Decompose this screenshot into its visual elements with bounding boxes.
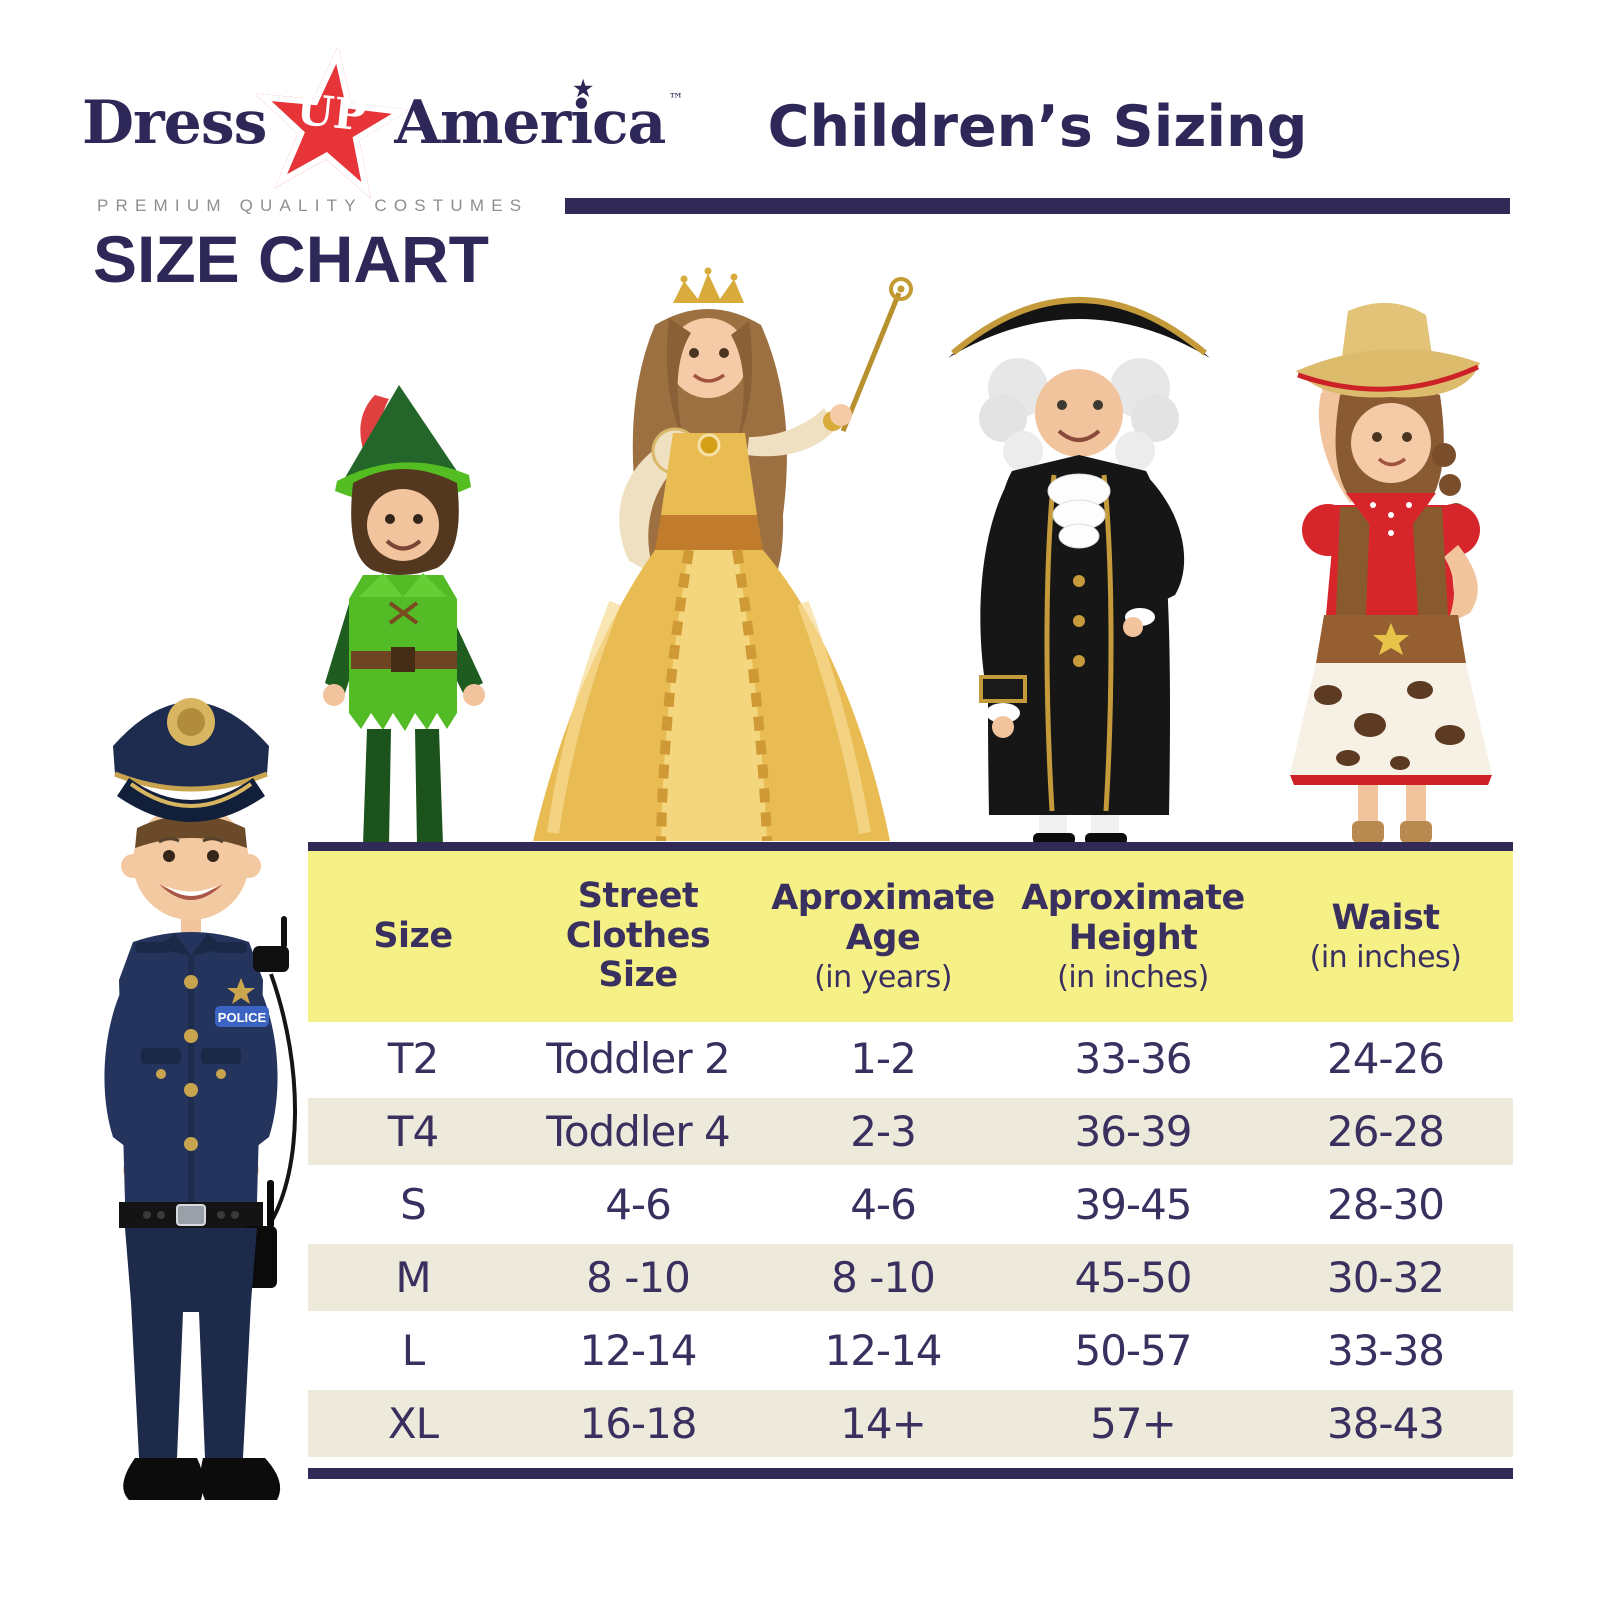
table-row-xl: XL 16-18 14+ 57+ 38-43 (308, 1387, 1513, 1460)
vest (1336, 507, 1370, 615)
table-bottom-border (308, 1468, 1513, 1479)
cowgirl-costume-photo (1228, 293, 1530, 845)
table-row-t2: T2 Toddler 2 1-2 33-36 24-26 (387, 1034, 1445, 1083)
page-title: Children’s Sizing (767, 94, 1308, 160)
table-row-t4: T4 Toddler 4 2-3 36-39 26-28 (308, 1095, 1513, 1168)
logo-text-america: America ★ (394, 76, 666, 158)
colonial-illustration (948, 297, 1210, 845)
cow-print-skirt (1290, 663, 1492, 775)
red-star-icon: UP (254, 45, 411, 199)
colonial-coat (987, 455, 1171, 815)
pan-hat (343, 385, 461, 481)
mic-cord (269, 973, 298, 1223)
logo-star-icon: UP (247, 40, 414, 205)
badge-star (227, 978, 255, 1004)
table-row-m: M 8 -10 8 -10 45-50 30-32 (308, 1241, 1513, 1314)
table-row-l: L 12-14 12-14 50-57 33-38 (401, 1326, 1445, 1375)
radio-mic (253, 946, 289, 972)
colonial-boy-costume-photo (933, 263, 1225, 845)
logo-america-wrap: America ★ ™ (394, 76, 684, 158)
scepter-wand (840, 292, 902, 432)
face (1351, 403, 1431, 483)
face (367, 489, 439, 561)
trademark-symbol: ™ (668, 90, 684, 108)
police-patch-text: POLICE (218, 1010, 267, 1025)
police-patch (215, 1006, 269, 1027)
table-bottom-gap (308, 1460, 1513, 1468)
bandana (1346, 493, 1436, 553)
column-header-approximate-height: Aproximate Height (in inches) (1021, 877, 1245, 996)
brand-tagline: PREMIUM QUALITY COSTUMES (97, 196, 529, 215)
straw-hat (1342, 302, 1432, 357)
brand-logo: Dress UP America ★ ™ (82, 45, 684, 199)
column-header-street-clothes-size: Street Clothes Size (565, 875, 711, 996)
size-chart-title: SIZE CHART (93, 222, 489, 296)
peter-pan-costume-photo (287, 383, 507, 845)
table-top-border (308, 842, 1513, 851)
gold-princess-costume-photo (503, 263, 915, 845)
column-header-waist: Waist (in inches) (1309, 897, 1462, 976)
table-row-s: S 4-6 4-6 39-45 28-30 (400, 1180, 1445, 1229)
cowgirl-illustration (1290, 302, 1492, 843)
children-size-table: Size Street Clothes Size Aproximate Age … (308, 842, 1513, 1479)
tiara (673, 273, 744, 303)
pants (363, 729, 391, 845)
logo-text-up: UP (294, 85, 368, 142)
column-header-approximate-age: Aproximate Age (in years) (771, 877, 995, 996)
face (1035, 369, 1123, 457)
pants (125, 1228, 257, 1458)
peter-pan-illustration (323, 385, 485, 845)
princess-illustration (533, 267, 913, 842)
column-header-size: Size (373, 915, 453, 956)
waist-sash (655, 515, 763, 550)
table-header-row: Size Street Clothes Size Aproximate Age … (308, 851, 1513, 1022)
america-i-star-icon: ★ (573, 76, 593, 102)
shoes (123, 1458, 204, 1500)
police-illustration: POLICE (104, 698, 298, 1500)
police-officer-costume-photo: POLICE (55, 650, 327, 1514)
logo-text-dress: Dress (82, 88, 267, 158)
title-underline-bar (565, 198, 1510, 214)
